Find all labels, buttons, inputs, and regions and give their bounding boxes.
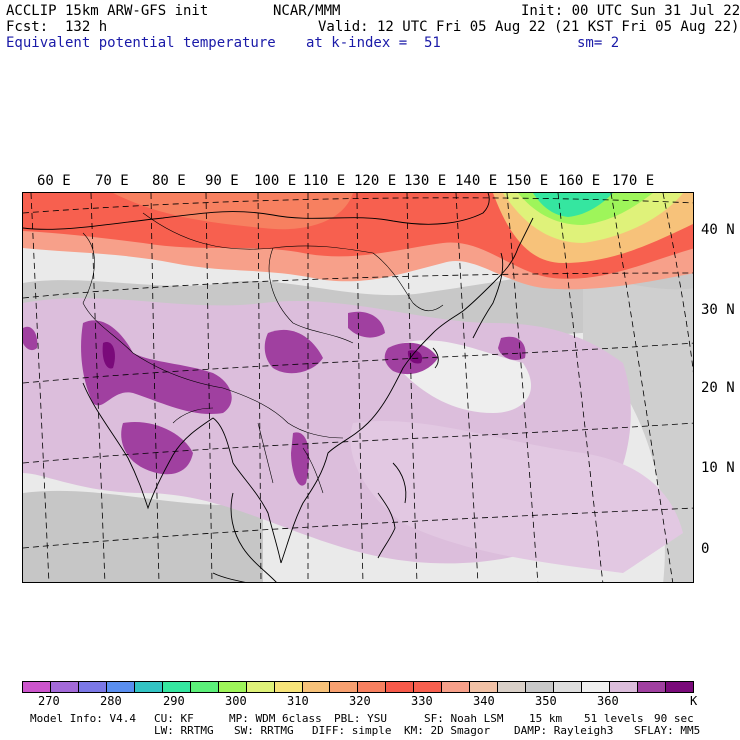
purple-bay-of-bengal: [121, 422, 193, 475]
colorbar-segment: [554, 682, 583, 692]
colorbar-segment: [134, 682, 163, 692]
lon-label: 60 E: [37, 173, 71, 189]
footer-km: KM: 2D Smagor: [404, 724, 491, 737]
field-name: Equivalent potential temperature: [6, 35, 276, 51]
valid-time: Valid: 12 UTC Fri 05 Aug 22 (21 KST Fri …: [318, 19, 740, 35]
colorbar-segment: [610, 682, 638, 692]
lon-label: 90 E: [205, 173, 239, 189]
colorbar-tick: 350: [535, 694, 557, 708]
colorbar-segment: [582, 682, 611, 692]
lon-label: 120 E: [354, 173, 397, 189]
colorbar-segment: [470, 682, 499, 692]
footer-model-info: Model Info: V4.4: [30, 712, 136, 725]
colorbar-tick: 280: [100, 694, 122, 708]
colorbar-segment: [665, 682, 693, 692]
theta-e-map: [23, 193, 693, 582]
colorbar-segment: [218, 682, 247, 692]
model-title: ACCLIP 15km ARW-GFS init: [6, 3, 209, 19]
smoothing-label: sm= 2: [577, 35, 620, 51]
footer-pbl: PBL: YSU: [334, 712, 387, 725]
lon-label: 80 E: [152, 173, 186, 189]
init-time: Init: 00 UTC Sun 31 Jul 22: [521, 3, 740, 19]
footer-sw: SW: RRTMG: [234, 724, 294, 737]
lon-label: 150 E: [506, 173, 549, 189]
footer-mp: MP: WDM 6class: [229, 712, 322, 725]
purple-tibet: [264, 329, 323, 374]
colorbar-segment: [274, 682, 303, 692]
purple-west-edge: [23, 326, 38, 351]
colorbar-tick: 270: [38, 694, 60, 708]
lat-label: 0: [701, 541, 710, 557]
darkest-purple-india: [102, 342, 115, 369]
center-label: NCAR/MMM: [273, 3, 341, 19]
footer-diff: DIFF: simple: [312, 724, 392, 737]
footer-cu: CU: KF: [154, 712, 194, 725]
colorbar-segment: [190, 682, 219, 692]
colorbar-segment: [386, 682, 415, 692]
footer-sflay: SFLAY: MM5: [634, 724, 701, 737]
lon-label: 130 E: [404, 173, 447, 189]
colorbar-segment: [358, 682, 387, 692]
colorbar-segment: [330, 682, 359, 692]
lat-label: 30 N: [701, 302, 735, 318]
colorbar-tick: 310: [287, 694, 309, 708]
lon-label: 170 E: [612, 173, 655, 189]
footer-timestep: 90 sec: [654, 712, 694, 725]
lon-label: 110 E: [303, 173, 346, 189]
lat-label: 10 N: [701, 460, 735, 476]
lat-label: 20 N: [701, 380, 735, 396]
purple-indochina: [291, 432, 310, 486]
colorbar-segment: [302, 682, 331, 692]
level-label: at k-index = 51: [306, 35, 441, 51]
light-purple-ocean: [350, 420, 683, 573]
lon-label: 100 E: [254, 173, 297, 189]
purple-india-north: [81, 320, 232, 414]
grey-south-west: [23, 490, 263, 582]
colorbar-segment: [106, 682, 135, 692]
colorbar-segment: [442, 682, 471, 692]
colorbar-segment: [50, 682, 79, 692]
purple-china-north: [348, 311, 385, 338]
lon-label: 160 E: [558, 173, 601, 189]
colorbar-segment: [23, 682, 51, 692]
colorbar-segment: [246, 682, 275, 692]
colorbar-unit: K: [690, 694, 698, 708]
darkest-purple-east: [407, 350, 423, 364]
colorbar: [22, 681, 694, 693]
colorbar-tick: 320: [349, 694, 371, 708]
colorbar-segment: [637, 682, 666, 692]
lon-label: 70 E: [95, 173, 129, 189]
colorbar-tick: 360: [597, 694, 619, 708]
footer-levels: 51 levels: [584, 712, 644, 725]
colorbar-segment: [526, 682, 555, 692]
lat-label: 40 N: [701, 222, 735, 238]
colorbar-tick: 300: [225, 694, 247, 708]
footer-resolution: 15 km: [529, 712, 563, 725]
colorbar-tick: 340: [473, 694, 495, 708]
colorbar-segment: [498, 682, 527, 692]
colorbar-segment: [414, 682, 443, 692]
lon-label: 140 E: [455, 173, 498, 189]
footer-sf: SF: Noah LSM: [424, 712, 504, 725]
colorbar-tick: 330: [411, 694, 433, 708]
country-borders: [82, 212, 444, 494]
forecast-hour: Fcst: 132 h: [6, 19, 108, 35]
graticule: [23, 193, 693, 582]
footer-lw: LW: RRTMG: [154, 724, 214, 737]
colorbar-tick: 290: [163, 694, 185, 708]
colorbar-segment: [78, 682, 107, 692]
footer-damp: DAMP: Rayleigh3: [514, 724, 614, 737]
colorbar-segment: [162, 682, 191, 692]
map-panel: [22, 192, 694, 583]
